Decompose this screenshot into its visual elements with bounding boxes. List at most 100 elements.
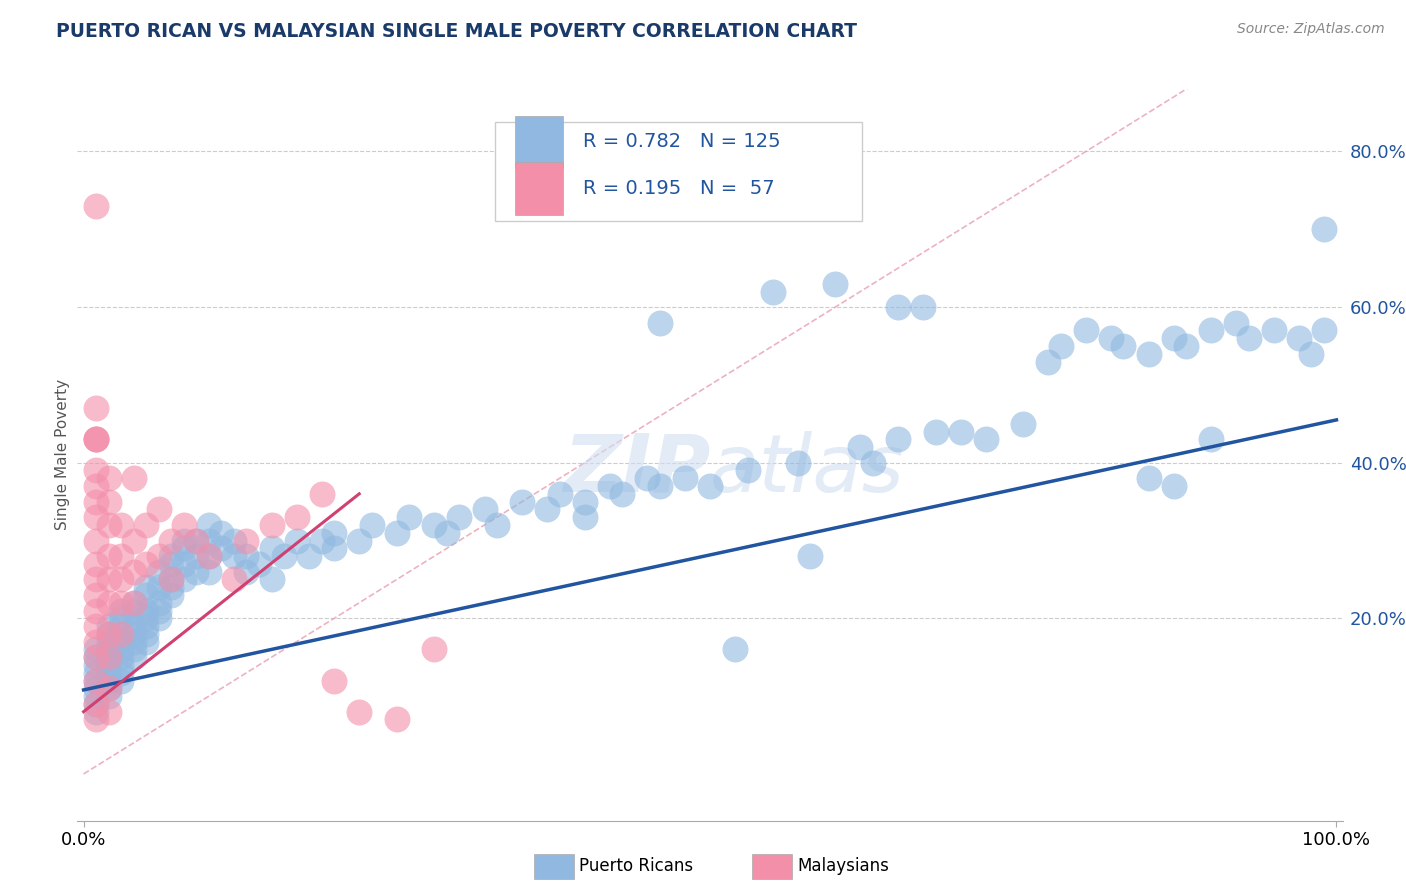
Point — [1288, 331, 1310, 345]
Point — [84, 689, 107, 703]
Point — [636, 471, 658, 485]
Text: Puerto Ricans: Puerto Ricans — [579, 857, 693, 875]
Point — [84, 665, 107, 680]
Point — [173, 533, 195, 548]
Point — [135, 611, 157, 625]
Point — [122, 565, 145, 579]
Point — [122, 634, 145, 648]
Point — [84, 433, 107, 447]
Point — [97, 673, 120, 688]
Point — [97, 549, 120, 563]
Point — [648, 479, 671, 493]
Text: R = 0.195   N =  57: R = 0.195 N = 57 — [583, 179, 775, 198]
Point — [160, 533, 183, 548]
FancyBboxPatch shape — [495, 122, 862, 221]
Point — [423, 642, 446, 657]
Point — [1099, 331, 1122, 345]
Point — [323, 525, 346, 540]
Text: R = 0.782   N = 125: R = 0.782 N = 125 — [583, 132, 782, 152]
Point — [135, 619, 157, 633]
Point — [122, 619, 145, 633]
Point — [574, 510, 596, 524]
Point — [84, 433, 107, 447]
Point — [423, 518, 446, 533]
Point — [762, 285, 785, 299]
Point — [673, 471, 696, 485]
Point — [599, 479, 621, 493]
Point — [612, 487, 634, 501]
Point — [311, 487, 333, 501]
Point — [398, 510, 420, 524]
Point — [385, 525, 408, 540]
Point — [486, 518, 509, 533]
Point — [1012, 417, 1035, 431]
Point — [724, 642, 747, 657]
Point — [97, 596, 120, 610]
Point — [574, 494, 596, 508]
Text: Malaysians: Malaysians — [797, 857, 889, 875]
Point — [84, 199, 107, 213]
Point — [273, 549, 295, 563]
Point — [97, 681, 120, 696]
Point — [110, 665, 132, 680]
Point — [84, 533, 107, 548]
Point — [97, 658, 120, 673]
Point — [97, 518, 120, 533]
Point — [235, 533, 257, 548]
Point — [285, 510, 308, 524]
Point — [110, 619, 132, 633]
Point — [84, 697, 107, 711]
Point — [122, 642, 145, 657]
Point — [198, 518, 221, 533]
Point — [135, 518, 157, 533]
Point — [436, 525, 458, 540]
Point — [84, 510, 107, 524]
Point — [260, 573, 283, 587]
Point — [110, 673, 132, 688]
Y-axis label: Single Male Poverty: Single Male Poverty — [55, 379, 70, 531]
Point — [160, 588, 183, 602]
Point — [110, 596, 132, 610]
Point — [97, 634, 120, 648]
Point — [160, 573, 183, 587]
Point — [1199, 433, 1222, 447]
Point — [135, 557, 157, 571]
Point — [160, 557, 183, 571]
Point — [198, 565, 221, 579]
Point — [648, 316, 671, 330]
Point — [1225, 316, 1247, 330]
Point — [84, 658, 107, 673]
Point — [1301, 347, 1323, 361]
FancyBboxPatch shape — [515, 162, 564, 215]
Point — [84, 573, 107, 587]
Point — [97, 642, 120, 657]
Point — [148, 580, 170, 594]
Point — [548, 487, 571, 501]
Point — [84, 401, 107, 416]
Point — [173, 557, 195, 571]
Point — [474, 502, 496, 516]
Point — [235, 565, 257, 579]
Point — [173, 541, 195, 556]
Point — [84, 650, 107, 665]
Point — [84, 603, 107, 617]
Point — [949, 425, 972, 439]
Point — [323, 541, 346, 556]
Point — [186, 549, 208, 563]
Point — [97, 627, 120, 641]
Point — [536, 502, 558, 516]
Point — [110, 603, 132, 617]
Point — [97, 689, 120, 703]
Point — [449, 510, 471, 524]
Point — [198, 549, 221, 563]
Point — [222, 549, 245, 563]
Point — [862, 456, 884, 470]
Point — [110, 634, 132, 648]
Point — [209, 541, 232, 556]
Point — [1313, 222, 1336, 236]
Point — [110, 549, 132, 563]
Text: atlas: atlas — [710, 431, 905, 508]
Point — [122, 471, 145, 485]
Point — [160, 573, 183, 587]
Point — [97, 494, 120, 508]
